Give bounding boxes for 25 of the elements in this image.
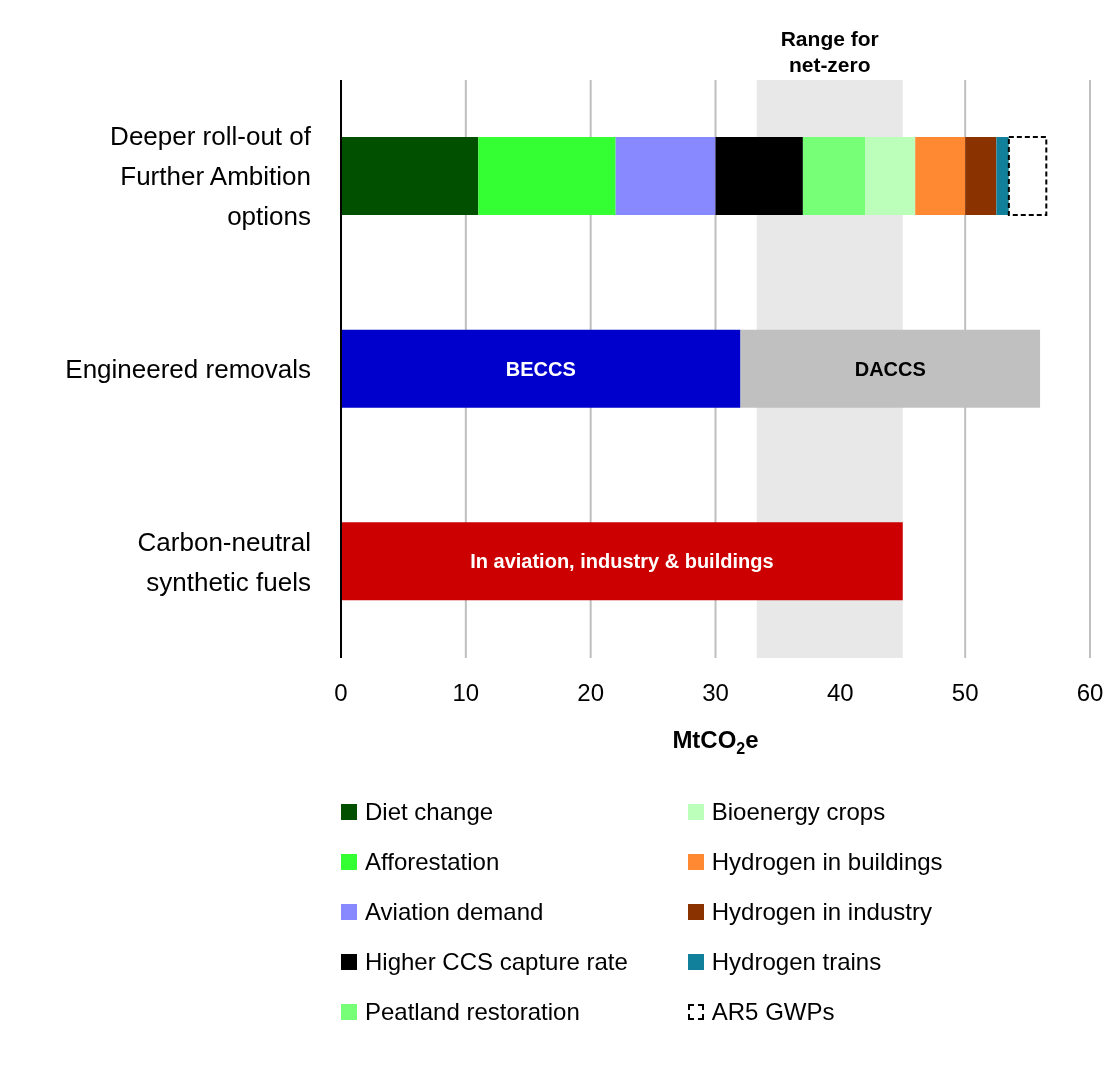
legend-label: Afforestation: [365, 848, 500, 876]
x-tick-label: 30: [702, 679, 729, 707]
legend-label: Higher CCS capture rate: [365, 948, 628, 976]
x-tick-label: 40: [826, 679, 854, 707]
series-label: BECCS: [505, 357, 576, 380]
x-tick-label: 20: [577, 679, 605, 707]
x-tick-label: 10: [452, 679, 480, 707]
x-tick-label: 60: [1076, 679, 1104, 707]
y-tick-label: Carbon-neutral synthetic fuels: [137, 526, 311, 597]
legend-label: Hydrogen in industry: [711, 898, 932, 926]
legend-label: Bioenergy crops: [711, 798, 886, 826]
series-label: In aviation, industry & buildings: [470, 550, 774, 573]
legend-label: Diet change: [365, 798, 494, 826]
band-label: Range for net-zero: [780, 27, 879, 76]
x-tick-label: 50: [951, 679, 979, 707]
series-label: DACCS: [854, 357, 926, 380]
x-tick-label: 0: [334, 679, 348, 707]
legend-label: Aviation demand: [365, 898, 544, 926]
y-tick-label: Deeper roll-out of Further Ambition options: [110, 121, 312, 232]
legend-label: Peatland restoration: [365, 998, 580, 1026]
y-tick-label: Engineered removals: [65, 354, 311, 384]
legend-label: Hydrogen in buildings: [711, 848, 943, 876]
legend-label: Hydrogen trains: [711, 948, 882, 976]
x-axis-title: MtCO$_{2}$e: [672, 726, 759, 757]
legend-label: AR5 GWPs: [711, 998, 835, 1026]
